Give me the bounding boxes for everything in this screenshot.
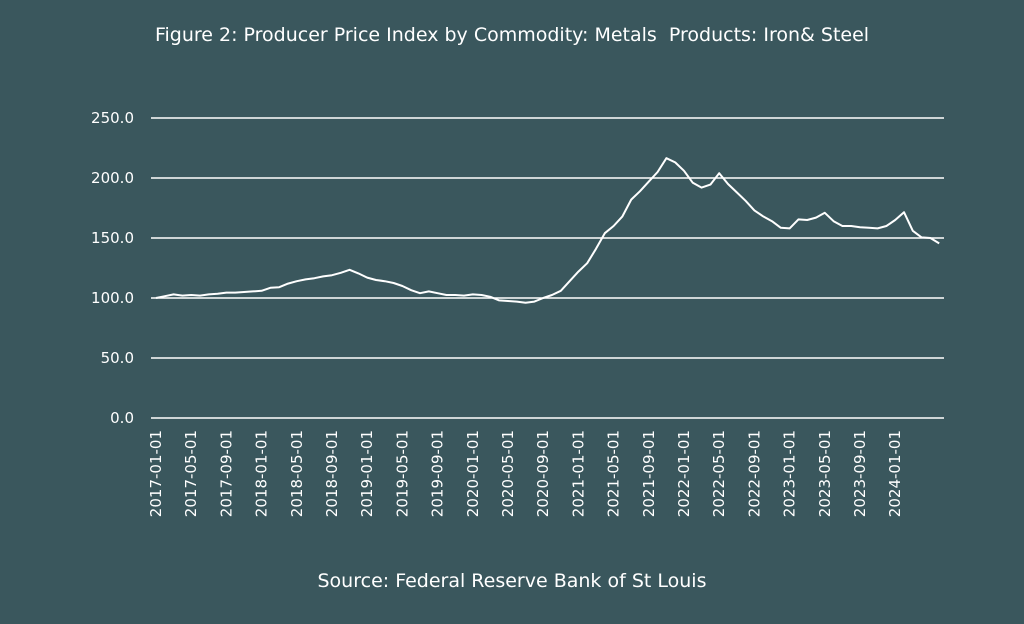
- x-tick-label: 2017-01-01: [147, 430, 165, 517]
- y-tick-label: 50.0: [101, 349, 134, 367]
- y-axis-tick-labels: 0.0 50.0 100.0 150.0 200.0 250.0: [91, 109, 134, 427]
- chart-title: Figure 2: Producer Price Index by Commod…: [154, 24, 870, 46]
- x-tick-label: 2019-05-01: [393, 430, 411, 517]
- y-tick-label: 0.0: [110, 409, 134, 427]
- x-tick-label: 2023-09-01: [851, 430, 869, 517]
- x-tick-label: 2022-01-01: [675, 430, 693, 517]
- x-tick-label: 2020-09-01: [534, 430, 552, 517]
- x-tick-label: 2019-09-01: [429, 430, 447, 517]
- series-line: [155, 157, 940, 304]
- x-tick-label: 2023-05-01: [816, 430, 834, 517]
- x-tick-label: 2023-01-01: [781, 430, 799, 517]
- chart-source: Source: Federal Reserve Bank of St Louis: [317, 570, 707, 592]
- x-tick-label: 2020-05-01: [499, 430, 517, 517]
- x-tick-label: 2021-05-01: [605, 430, 623, 517]
- x-tick-label: 2018-01-01: [253, 430, 271, 517]
- x-tick-label: 2021-09-01: [640, 430, 658, 517]
- x-tick-label: 2019-01-01: [358, 430, 376, 517]
- x-tick-label: 2018-05-01: [288, 430, 306, 517]
- y-tick-label: 200.0: [91, 169, 134, 187]
- y-tick-label: 100.0: [91, 289, 134, 307]
- x-tick-label: 2020-01-01: [464, 430, 482, 517]
- x-axis-tick-labels: 2017-01-01 2017-05-01 2017-09-01 2018-01-01…: [147, 430, 904, 517]
- x-tick-label: 2018-09-01: [323, 430, 341, 517]
- x-tick-label: 2024-01-01: [886, 430, 904, 517]
- y-tick-label: 250.0: [91, 109, 134, 127]
- x-tick-label: 2017-09-01: [217, 430, 235, 517]
- x-tick-label: 2021-01-01: [569, 430, 587, 517]
- y-tick-label: 150.0: [91, 229, 134, 247]
- x-tick-label: 2022-05-01: [710, 430, 728, 517]
- x-tick-label: 2022-09-01: [745, 430, 763, 517]
- x-tick-label: 2017-05-01: [182, 430, 200, 517]
- grid-lines: [151, 117, 944, 419]
- series-layer: [155, 157, 940, 304]
